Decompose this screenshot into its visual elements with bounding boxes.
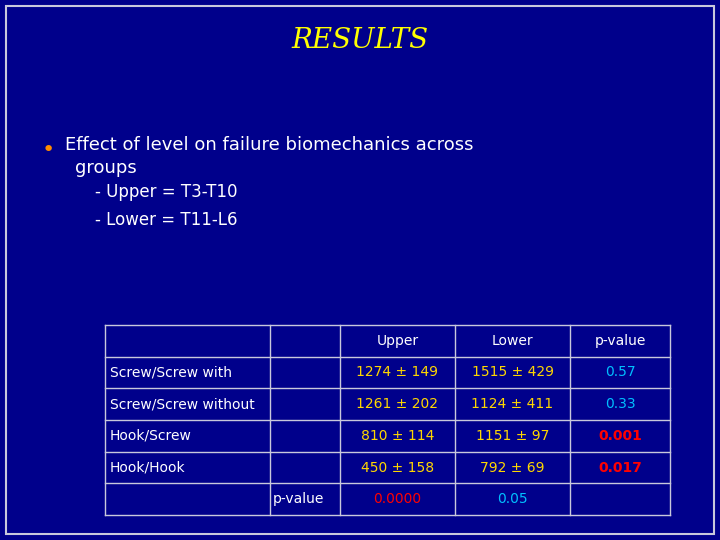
Bar xyxy=(105,325,670,515)
Text: Upper: Upper xyxy=(377,334,418,348)
Text: 450 ± 158: 450 ± 158 xyxy=(361,461,434,475)
Text: - Lower = T11-L6: - Lower = T11-L6 xyxy=(95,211,238,229)
Text: 0.05: 0.05 xyxy=(498,492,528,506)
Text: 1274 ± 149: 1274 ± 149 xyxy=(356,366,438,380)
Text: Screw/Screw without: Screw/Screw without xyxy=(110,397,255,411)
Text: Effect of level on failure biomechanics across: Effect of level on failure biomechanics … xyxy=(65,136,474,154)
Text: - Upper = T3-T10: - Upper = T3-T10 xyxy=(95,183,238,201)
Text: 1151 ± 97: 1151 ± 97 xyxy=(476,429,549,443)
Text: groups: groups xyxy=(75,159,137,177)
Text: 1261 ± 202: 1261 ± 202 xyxy=(356,397,438,411)
Text: 0.017: 0.017 xyxy=(598,461,642,475)
Text: Screw/Screw with: Screw/Screw with xyxy=(110,366,232,380)
Text: Hook/Screw: Hook/Screw xyxy=(110,429,192,443)
Text: RESULTS: RESULTS xyxy=(292,26,428,53)
Text: 0.57: 0.57 xyxy=(605,366,635,380)
Text: 0.0000: 0.0000 xyxy=(374,492,422,506)
Text: p-value: p-value xyxy=(594,334,646,348)
Text: 1124 ± 411: 1124 ± 411 xyxy=(472,397,554,411)
Text: Lower: Lower xyxy=(492,334,534,348)
Text: •: • xyxy=(41,140,55,160)
Text: 1515 ± 429: 1515 ± 429 xyxy=(472,366,554,380)
Text: 810 ± 114: 810 ± 114 xyxy=(361,429,434,443)
Text: Hook/Hook: Hook/Hook xyxy=(110,461,186,475)
Text: 792 ± 69: 792 ± 69 xyxy=(480,461,545,475)
Text: 0.33: 0.33 xyxy=(605,397,635,411)
Text: 0.001: 0.001 xyxy=(598,429,642,443)
Text: p-value: p-value xyxy=(273,492,325,506)
